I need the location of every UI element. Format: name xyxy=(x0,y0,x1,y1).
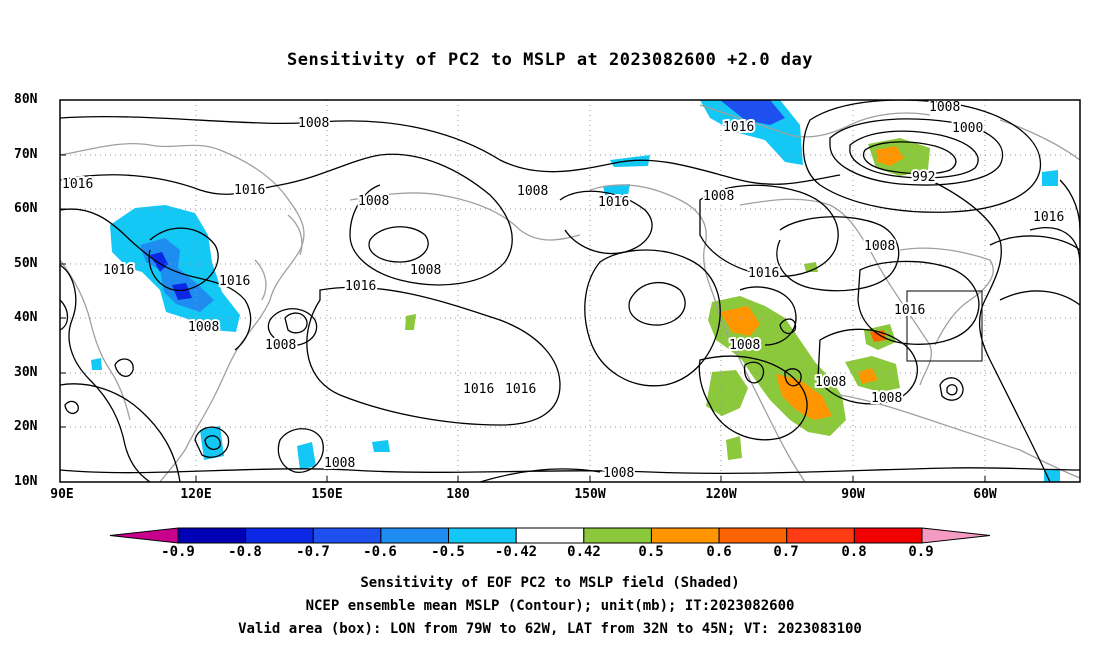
contour-label: 1008 xyxy=(298,116,329,131)
colorbar-label: 0.5 xyxy=(638,544,664,560)
contour-label: 1008 xyxy=(871,391,902,406)
contour-label: 1016 xyxy=(598,195,629,210)
lat-label: 20N xyxy=(14,419,38,434)
contour-label: 1008 xyxy=(324,456,355,471)
contour-label: 1016 xyxy=(748,266,779,281)
colorbar-label: -0.42 xyxy=(494,544,538,560)
lon-label: 150E xyxy=(311,487,343,502)
lon-label: 150W xyxy=(574,487,606,502)
contour-label: 1016 xyxy=(894,303,925,318)
contour-label: 1008 xyxy=(265,338,296,353)
axis-ticks xyxy=(60,99,986,482)
colorbar-label: 0.8 xyxy=(841,544,867,560)
contour-label: 1016 xyxy=(62,177,93,192)
contour-label: 1008 xyxy=(410,263,441,278)
lat-label: 60N xyxy=(14,201,38,216)
lon-label: 90E xyxy=(50,487,74,502)
lat-label: 40N xyxy=(14,310,38,325)
contour-label: 1008 xyxy=(358,194,389,209)
contour-label: 1016 xyxy=(505,382,536,397)
colorbar-label: -0.9 xyxy=(161,544,195,560)
contour-label: 1008 xyxy=(729,338,760,353)
lon-label: 60W xyxy=(973,487,997,502)
contour-labels: 1008 1016 1016 1008 1008 1016 1016 1016 … xyxy=(60,100,1066,482)
contour-label: 1008 xyxy=(703,189,734,204)
lon-label: 120E xyxy=(180,487,212,502)
caption-line-2: NCEP ensemble mean MSLP (Contour); unit(… xyxy=(305,598,795,614)
contour-label: 1016 xyxy=(103,263,134,278)
colorbar-label: -0.5 xyxy=(431,544,465,560)
colorbar-label: -0.6 xyxy=(363,544,397,560)
contour-label: 1008 xyxy=(188,320,219,335)
colorbar-label: -0.8 xyxy=(228,544,262,560)
contour-label: 1016 xyxy=(234,183,265,198)
valid-area-box xyxy=(906,290,983,362)
lat-label: 50N xyxy=(14,256,38,271)
contour-label: 1000 xyxy=(952,121,983,136)
colorbar-label: 0.42 xyxy=(567,544,601,560)
coastlines xyxy=(60,104,1080,482)
lat-label: 80N xyxy=(14,92,38,107)
grid-lines xyxy=(60,100,1080,482)
contour-label: 1008 xyxy=(603,466,634,481)
contour-label: 1008 xyxy=(815,375,846,390)
lon-label: 90W xyxy=(841,487,865,502)
colorbar-label: 0.7 xyxy=(773,544,799,560)
contour-label: 1016 xyxy=(219,274,250,289)
lat-label: 30N xyxy=(14,365,38,380)
colorbar-label: -0.7 xyxy=(296,544,330,560)
contour-label: 1016 xyxy=(345,279,376,294)
caption-line-3: Valid area (box): LON from 79W to 62W, L… xyxy=(238,621,862,637)
lon-label: 120W xyxy=(705,487,737,502)
contour-label: 992 xyxy=(912,170,935,185)
mslp-contours xyxy=(60,100,1080,482)
contour-label: 1016 xyxy=(723,120,754,135)
shaded-positive-sensitivity xyxy=(405,138,930,460)
colorbar-label: 0.6 xyxy=(706,544,732,560)
lon-label: 180 xyxy=(446,487,470,502)
map-title: Sensitivity of PC2 to MSLP at 2023082600… xyxy=(286,50,813,70)
contour-label: 1016 xyxy=(1033,210,1064,225)
map-frame xyxy=(59,99,1081,483)
contour-label: 1016 xyxy=(463,382,494,397)
colorbar-label: 0.9 xyxy=(908,544,934,560)
caption-line-1: Sensitivity of EOF PC2 to MSLP field (Sh… xyxy=(360,575,740,591)
contour-label: 1008 xyxy=(864,239,895,254)
contour-label: 1008 xyxy=(929,100,960,115)
contour-label: 1008 xyxy=(517,184,548,199)
lat-label: 10N xyxy=(14,474,38,489)
lat-label: 70N xyxy=(14,147,38,162)
